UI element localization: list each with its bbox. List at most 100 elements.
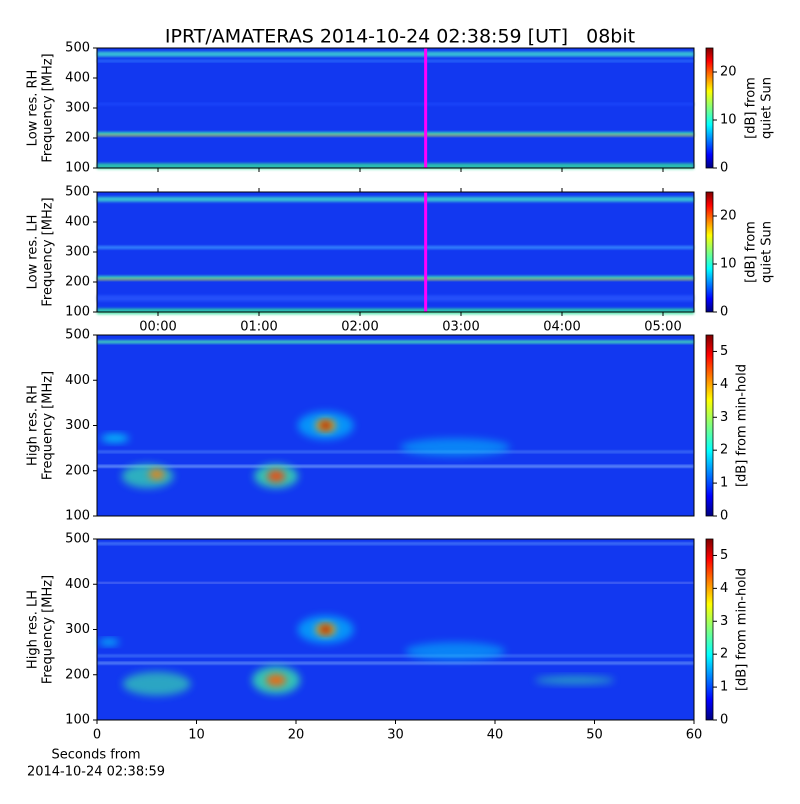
spectral-band: [97, 60, 694, 62]
spectral-band: [97, 196, 694, 202]
y-tick-label: 400: [65, 71, 90, 86]
spectral-band: [97, 465, 694, 468]
x-tick-label: 04:00: [543, 320, 580, 335]
x-tick-label: 30: [387, 728, 404, 743]
y-tick-label: 200: [65, 667, 90, 682]
spectrogram-image: [97, 48, 694, 170]
y-axis-label: High res. LH: [26, 590, 41, 669]
y-tick-label: 100: [65, 161, 90, 176]
figure-title: IPRT/AMATERAS 2014-10-24 02:38:59 [UT] 0…: [165, 26, 635, 48]
colorbar-tick-label: 1: [720, 476, 728, 491]
x-tick-label: 03:00: [442, 320, 479, 335]
burst-emission: [122, 671, 191, 696]
spectral-band: [97, 134, 694, 137]
colorbar-label: [dB] from: [744, 77, 759, 139]
y-axis-label: Low res. LH: [26, 215, 41, 290]
spectral-band: [97, 278, 694, 281]
x-tick-label: 01:00: [240, 320, 277, 335]
spectral-band: [97, 340, 694, 344]
x-tick-label: 00:00: [139, 320, 176, 335]
y-tick-label: 300: [65, 245, 90, 260]
y-tick-label: 300: [65, 101, 90, 116]
burst-emission: [319, 421, 332, 430]
spectral-band: [97, 51, 694, 57]
spectral-band: [97, 450, 694, 453]
y-axis-label: High res. RH: [26, 385, 41, 466]
spectral-band: [97, 163, 694, 170]
colorbar-tick-label: 10: [720, 257, 737, 272]
colorbar-label: [dB] from min-hold: [735, 364, 750, 487]
spectral-band: [97, 542, 694, 545]
x-tick-label: 05:00: [644, 320, 681, 335]
spectrogram-background: [97, 48, 694, 168]
y-tick-label: 400: [65, 215, 90, 230]
y-tick-label: 500: [65, 41, 90, 56]
colorbar-label: quiet Sun: [760, 77, 775, 139]
y-axis-label: Frequency [MHz]: [41, 575, 56, 684]
colorbar-label: quiet Sun: [760, 221, 775, 283]
burst-emission: [121, 464, 174, 489]
spectral-band: [97, 295, 694, 302]
x-tick-label: 60: [686, 728, 703, 743]
colorbar-tick-label: 3: [720, 410, 728, 425]
x-tick-label: 40: [487, 728, 504, 743]
y-tick-label: 100: [65, 305, 90, 320]
burst-emission: [148, 469, 165, 480]
y-tick-label: 400: [65, 577, 90, 592]
burst-emission: [405, 642, 506, 661]
spectrogram-background: [97, 192, 694, 312]
y-axis-label: Frequency [MHz]: [41, 197, 56, 306]
colorbar-tick-label: 10: [720, 113, 737, 128]
colorbar-tick-label: 2: [720, 647, 728, 662]
colorbar-tick-label: 0: [720, 509, 728, 524]
x-tick-label: 02:00: [341, 320, 378, 335]
colorbar-tick-label: 5: [720, 548, 728, 563]
x-axis-label: Seconds from: [51, 748, 140, 763]
colorbar-tick-label: 0: [720, 713, 728, 728]
y-tick-label: 300: [65, 622, 90, 637]
spectrogram-background: [97, 539, 694, 720]
spectral-band: [97, 654, 694, 657]
spectrogram-background: [97, 335, 694, 516]
spectral-band: [97, 246, 694, 249]
colorbar: [705, 334, 714, 517]
colorbar-tick-label: 3: [720, 614, 728, 629]
colorbar: [705, 47, 714, 169]
spectral-band: [97, 132, 694, 136]
colorbar-tick-label: 20: [720, 65, 737, 80]
x-tick-label: 10: [188, 728, 205, 743]
burst-emission: [100, 434, 129, 443]
y-axis-label: Low res. RH: [26, 70, 41, 147]
y-tick-label: 100: [65, 509, 90, 524]
burst-emission: [400, 438, 511, 457]
burst-emission: [319, 625, 332, 634]
y-tick-label: 200: [65, 463, 90, 478]
colorbar-tick-label: 0: [720, 305, 728, 320]
x-axis-label: 2014-10-24 02:38:59: [27, 765, 165, 780]
colorbar-tick-label: 2: [720, 443, 728, 458]
y-tick-label: 500: [65, 328, 90, 343]
y-axis-label: Frequency [MHz]: [41, 371, 56, 480]
x-tick-label: 0: [93, 728, 101, 743]
burst-emission: [267, 470, 286, 483]
y-tick-label: 500: [65, 185, 90, 200]
spectrogram-image: [97, 539, 694, 720]
x-tick-label: 50: [586, 728, 603, 743]
y-tick-label: 300: [65, 418, 90, 433]
burst-emission: [98, 639, 119, 646]
y-tick-label: 500: [65, 532, 90, 547]
spectral-band: [97, 276, 694, 280]
spectrogram-image: [97, 192, 694, 315]
spectral-band: [97, 662, 694, 665]
colorbar-label: [dB] from min-hold: [735, 568, 750, 691]
colorbar: [705, 191, 714, 313]
spectrogram-image: [97, 335, 694, 516]
colorbar-label: [dB] from: [744, 221, 759, 283]
burst-emission: [534, 676, 615, 685]
colorbar: [705, 538, 714, 721]
spectral-band: [97, 582, 694, 584]
colorbar-tick-label: 4: [720, 581, 728, 596]
colorbar-tick-label: 4: [720, 377, 728, 392]
spectral-band: [97, 308, 694, 315]
y-tick-label: 200: [65, 275, 90, 290]
